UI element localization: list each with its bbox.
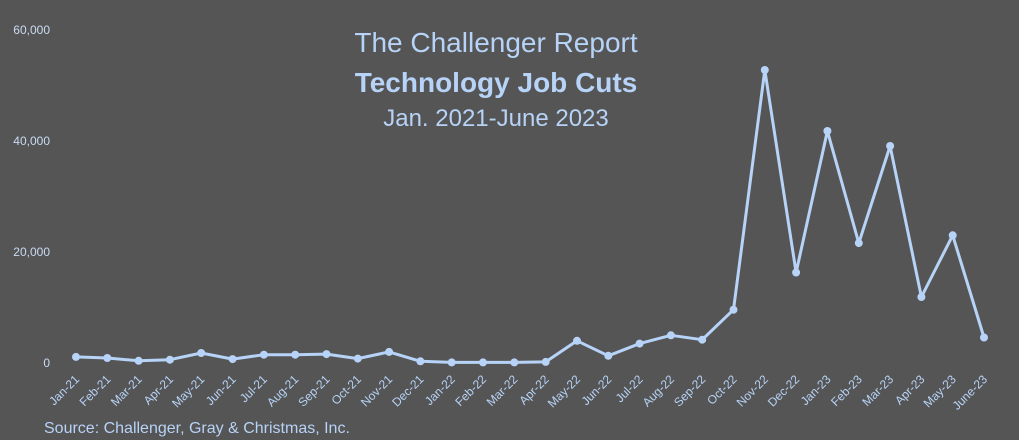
x-tick-label: May-22	[545, 372, 583, 410]
x-tick-label: Jan-23	[798, 372, 834, 408]
data-point	[823, 127, 832, 135]
x-tick-label: Jan-22	[422, 372, 458, 408]
data-point	[510, 358, 519, 367]
x-tick-label: Dec-22	[765, 372, 802, 409]
x-tick-label: Mar-21	[108, 372, 145, 409]
x-tick-label: Feb-21	[77, 372, 114, 409]
x-tick-label: Jun-21	[203, 372, 239, 408]
data-point	[729, 305, 738, 314]
x-axis: Jan-21Feb-21Mar-21Apr-21May-21Jun-21Jul-…	[46, 372, 990, 413]
data-point	[385, 347, 394, 356]
data-point	[259, 350, 268, 359]
chart-title: The Challenger Report	[354, 27, 637, 58]
data-point	[886, 142, 895, 150]
x-tick-label: Feb-22	[452, 372, 489, 409]
data-point	[917, 293, 926, 301]
data-point	[197, 349, 206, 357]
data-point	[134, 356, 143, 365]
data-point	[291, 350, 300, 359]
data-point	[792, 268, 801, 277]
source-note: Source: Challenger, Gray & Christmas, In…	[44, 420, 350, 437]
data-point	[980, 333, 988, 342]
data-point	[322, 350, 331, 359]
data-point	[573, 336, 581, 345]
series-layer	[72, 66, 988, 367]
x-tick-label: Feb-23	[828, 372, 865, 409]
series-line	[75, 68, 986, 364]
data-point	[760, 66, 769, 74]
y-axis: 0 20,000 40,000 60,000	[13, 23, 50, 370]
data-point	[666, 331, 675, 340]
x-tick-label: Sep-22	[671, 372, 708, 409]
data-point	[479, 358, 487, 367]
x-tick-label: Mar-23	[859, 372, 896, 409]
y-tick-label: 60,000	[13, 23, 50, 37]
data-point	[228, 355, 237, 364]
x-tick-label: Dec-21	[389, 372, 426, 409]
x-tick-label: Nov-22	[734, 372, 771, 409]
chart-date-range: Jan. 2021-June 2023	[383, 105, 609, 132]
chart-subtitle: Technology Job Cuts	[355, 67, 638, 98]
x-tick-label: Jan-21	[46, 372, 82, 408]
x-tick-label: Oct-22	[704, 372, 740, 408]
x-tick-label: Mar-22	[484, 372, 521, 409]
data-point	[698, 335, 707, 344]
x-tick-label: Aug-21	[264, 372, 301, 409]
y-tick-label: 40,000	[13, 134, 50, 148]
data-point	[416, 357, 425, 366]
y-tick-label: 20,000	[13, 245, 50, 259]
data-point	[854, 239, 863, 248]
x-tick-label: Nov-21	[358, 372, 395, 409]
x-tick-label: Jun-22	[579, 372, 615, 408]
data-point	[541, 357, 550, 366]
x-tick-label: Oct-21	[329, 372, 365, 408]
data-point	[635, 339, 644, 348]
data-point	[72, 352, 80, 361]
data-point	[103, 354, 112, 362]
data-point	[447, 358, 456, 367]
x-tick-label: Sep-21	[295, 372, 332, 409]
data-point	[604, 351, 613, 360]
x-tick-label: June-23	[950, 372, 991, 413]
y-tick-label: 0	[43, 356, 50, 370]
x-tick-label: May-21	[169, 372, 207, 410]
x-tick-label: Aug-22	[640, 372, 677, 409]
data-point	[353, 354, 362, 363]
data-point	[948, 231, 957, 240]
data-point	[165, 355, 174, 364]
